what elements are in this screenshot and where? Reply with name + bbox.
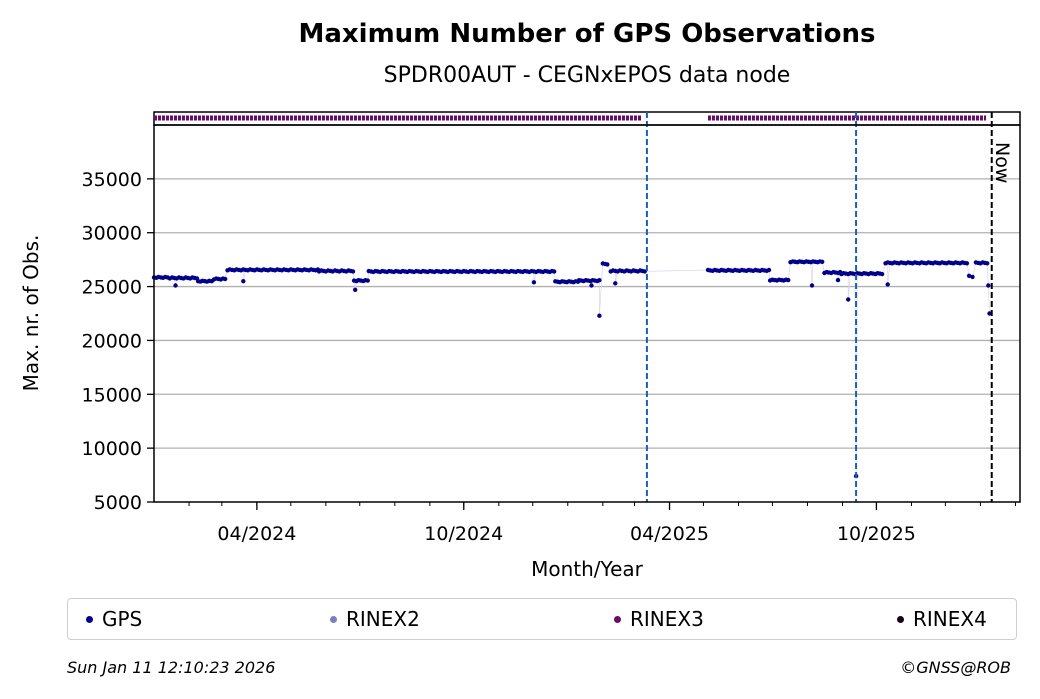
x-tick-label: 10/2025 xyxy=(837,523,916,545)
y-tick-label: 10000 xyxy=(82,438,142,460)
y-tick-label: 35000 xyxy=(82,169,142,191)
legend-marker-gps xyxy=(86,615,93,623)
gps-data-point xyxy=(589,283,594,288)
legend-label-rinex2: RINEX2 xyxy=(346,607,420,631)
gps-data-point xyxy=(365,278,370,283)
y-tick-label: 15000 xyxy=(82,384,142,406)
legend-marker-rinex4 xyxy=(897,615,904,623)
y-tick-label: 30000 xyxy=(82,223,142,245)
x-tick-label: 04/2024 xyxy=(217,523,296,545)
y-tick-label: 25000 xyxy=(82,277,142,299)
gps-data-point xyxy=(835,277,841,283)
gps-data-point xyxy=(531,280,537,285)
legend-label-rinex3: RINEX3 xyxy=(630,607,704,631)
gps-data-point xyxy=(964,261,970,266)
legend-item-rinex4: RINEX4 xyxy=(897,599,987,639)
now-label: Now xyxy=(991,142,1013,183)
footer-copyright: ©GNSS@ROB xyxy=(900,658,1011,677)
gps-data-point xyxy=(820,259,825,264)
legend-item-rinex2: RINEX2 xyxy=(330,599,420,639)
gps-data-point xyxy=(986,283,991,288)
footer-timestamp: Sun Jan 11 12:10:23 2026 xyxy=(67,658,276,677)
y-tick-label: 5000 xyxy=(94,492,142,514)
x-tick-label: 04/2025 xyxy=(630,523,709,545)
x-axis-label: Month/Year xyxy=(531,557,644,581)
gps-data-point xyxy=(241,279,246,284)
legend-item-rinex3: RINEX3 xyxy=(614,599,704,639)
gps-data-point xyxy=(966,273,972,278)
gps-data-point xyxy=(350,269,356,274)
y-tick-label: 20000 xyxy=(82,330,142,352)
gps-data-point xyxy=(809,283,815,288)
legend-marker-rinex3 xyxy=(614,615,621,623)
gps-data-point xyxy=(970,274,975,280)
legend-label-gps: GPS xyxy=(102,607,143,631)
gps-data-point xyxy=(597,278,602,283)
gps-data-point xyxy=(173,283,178,288)
gps-data-point xyxy=(846,297,851,302)
gps-data-point xyxy=(985,261,990,266)
gps-series-line xyxy=(153,260,990,477)
legend-marker-rinex2 xyxy=(330,615,337,623)
chart-subtitle: SPDR00AUT - CEGNxEPOS data node xyxy=(384,63,791,88)
gps-data-point xyxy=(223,276,228,282)
gps-data-point xyxy=(766,267,772,273)
gps-data-point xyxy=(987,311,992,316)
legend-item-gps: GPS xyxy=(86,599,142,639)
gps-data-point xyxy=(552,269,557,274)
chart-title: Maximum Number of GPS Observations xyxy=(298,19,875,49)
gps-data-point xyxy=(642,269,647,274)
gps-data-point xyxy=(597,313,602,318)
gps-data-point xyxy=(613,281,618,286)
gps-data-point xyxy=(885,282,890,287)
legend-label-rinex4: RINEX4 xyxy=(913,607,987,631)
gps-data-point xyxy=(605,262,610,267)
plot-area-frame xyxy=(153,124,1021,503)
x-tick-label: 10/2024 xyxy=(424,523,503,545)
gps-data-point xyxy=(786,277,791,283)
legend: GPS RINEX2 RINEX3 RINEX4 xyxy=(67,598,1017,640)
y-axis-label: Max. nr. of Obs. xyxy=(19,235,43,392)
gps-data-point xyxy=(353,287,358,292)
gps-data-point xyxy=(879,271,885,277)
